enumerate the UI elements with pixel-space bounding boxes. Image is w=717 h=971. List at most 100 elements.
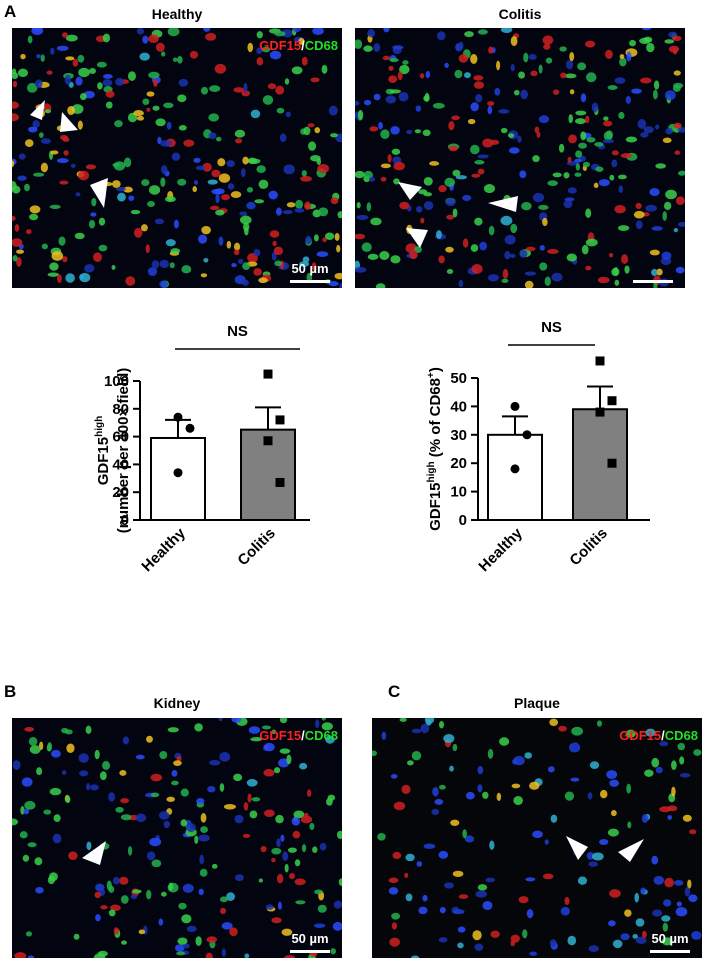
cell: [510, 223, 518, 234]
cell: [61, 32, 68, 38]
cell: [260, 845, 267, 853]
cell: [620, 152, 633, 159]
cell: [673, 122, 682, 129]
cell: [355, 100, 360, 106]
cell: [625, 95, 632, 104]
cell: [299, 762, 308, 770]
cell: [637, 119, 647, 129]
cell: [34, 79, 43, 88]
cell: [138, 929, 146, 935]
cell: [195, 165, 206, 171]
cell: [609, 174, 615, 181]
cell: [453, 909, 465, 915]
cell: [246, 187, 254, 193]
cell: [366, 202, 372, 212]
cell: [258, 179, 269, 189]
cell: [65, 34, 78, 42]
cell: [91, 197, 97, 207]
cell: [199, 854, 205, 865]
cell: [475, 890, 488, 898]
cell: [668, 45, 680, 53]
y-tick-label: 100: [104, 373, 129, 390]
cell: [53, 814, 61, 823]
cell: [65, 795, 71, 804]
cell: [379, 251, 390, 260]
micrograph: [12, 718, 342, 958]
cell: [574, 158, 582, 163]
arrowhead: [398, 182, 422, 200]
cell: [50, 150, 59, 155]
cell: [40, 138, 51, 144]
cell: [198, 234, 208, 244]
cell: [246, 778, 258, 787]
label-sup: high: [426, 461, 437, 482]
cell: [258, 277, 268, 284]
cell: [547, 248, 559, 255]
cell: [586, 137, 596, 143]
cell: [625, 729, 636, 738]
cell: [148, 34, 159, 43]
cell: [518, 71, 525, 79]
cell: [242, 833, 251, 838]
cell: [63, 150, 69, 156]
cell: [614, 77, 626, 84]
cell: [135, 813, 147, 823]
cell: [603, 120, 613, 127]
cell: [500, 215, 513, 226]
cell: [432, 102, 445, 109]
cell: [295, 900, 306, 905]
cell: [517, 135, 522, 143]
cell: [142, 35, 149, 44]
cell: [235, 138, 243, 144]
cell: [276, 207, 282, 216]
cell: [676, 901, 682, 907]
cell: [602, 139, 615, 144]
cell: [486, 101, 495, 106]
cell: [59, 180, 69, 185]
cell: [373, 43, 381, 52]
cell: [300, 175, 312, 182]
cell: [17, 68, 28, 78]
cell: [470, 144, 480, 155]
cell: [487, 274, 500, 282]
label-part: GDF15: [427, 482, 444, 530]
cell: [12, 160, 15, 168]
cell: [68, 851, 78, 861]
cell: [564, 791, 575, 801]
cell: [356, 201, 361, 209]
cell: [609, 772, 615, 779]
cell: [203, 28, 211, 32]
cell: [27, 955, 35, 958]
cell: [445, 198, 456, 207]
cell: [524, 752, 533, 759]
cell: [133, 110, 144, 117]
cell: [532, 155, 540, 163]
cell: [171, 769, 178, 777]
cell: [317, 904, 327, 913]
cell: [160, 177, 166, 187]
cell: [241, 90, 251, 97]
cell: [86, 841, 92, 851]
cell: [196, 798, 205, 805]
cell: [431, 808, 440, 815]
cell: [64, 75, 71, 85]
cell: [12, 818, 19, 826]
cell: [93, 252, 102, 262]
cell: [504, 234, 516, 245]
cell: [463, 72, 471, 79]
cell: [189, 50, 199, 59]
cell: [438, 937, 448, 943]
cell: [275, 814, 284, 824]
cell: [253, 268, 262, 276]
cell: [677, 170, 685, 176]
cell: [316, 158, 322, 165]
scale-bar: [650, 950, 690, 953]
cell: [128, 195, 135, 201]
cell: [667, 815, 673, 820]
cell: [233, 249, 240, 256]
cell: [127, 846, 133, 856]
cell: [389, 57, 399, 63]
micrograph: [12, 28, 342, 288]
cell: [221, 948, 226, 957]
cell: [496, 60, 501, 71]
